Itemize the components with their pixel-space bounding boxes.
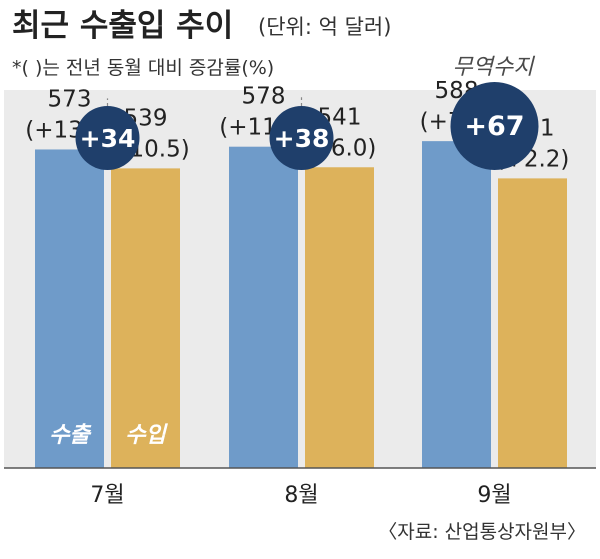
unit-note: (단위: 억 달러) [258,15,391,39]
label-export-value-2: 578 [242,84,286,110]
bar-import-2 [305,167,374,469]
balance-value-3: +67 [464,111,524,142]
balance-value-1: +34 [80,124,136,153]
bar-import-3 [498,178,567,468]
source-note: 〈자료: 산업통상자원부〉 [378,521,586,543]
category-label-1: 7월 [90,483,124,508]
bar-export-3 [422,141,491,468]
series-label-export: 수출 [49,423,91,448]
bar-export-1 [35,149,104,468]
balance-circle-2 [269,106,334,170]
balance-circle-1 [75,106,140,170]
balance-label: 무역수지 [453,55,536,80]
footnote: *( )는 전년 동월 대비 증감률(%) [12,57,274,79]
label-export-value-1: 573 [48,86,92,112]
balance-value-2: +38 [274,124,330,153]
category-label-3: 9월 [477,483,511,508]
category-label-2: 8월 [284,483,318,508]
chart-title: 최근 수출입 추이 [12,8,233,44]
balance-circle-3 [450,82,539,170]
bar-export-2 [229,146,298,468]
series-label-import: 수입 [125,423,168,448]
bar-import-1 [111,168,180,469]
